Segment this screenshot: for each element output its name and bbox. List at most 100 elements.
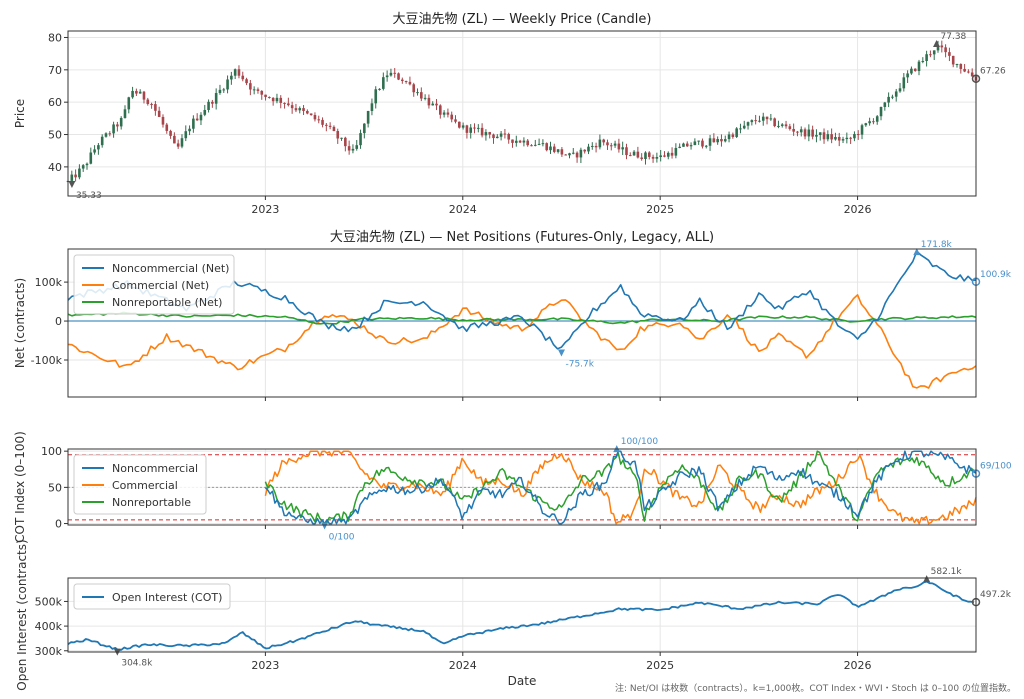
candle-body [613,143,617,146]
candle-body [659,155,662,158]
candle-body [492,134,495,139]
candle-body [788,126,792,129]
candle-body [666,152,670,157]
y-tick-label: 500k [35,595,63,608]
candle-body [970,72,974,77]
candle-body [188,128,191,132]
min-marker [557,349,565,357]
candle-body [313,115,317,120]
candle-body [571,152,575,154]
plot-frame [67,30,977,197]
candle-body [670,152,674,156]
candle-body [465,125,469,133]
legend-item: Open Interest (COT) [112,591,222,604]
candle-body [811,129,814,137]
candle-body [685,143,689,147]
legend-box [73,454,207,515]
candle-body [389,72,393,76]
candle-body [807,129,811,137]
candle-body [697,140,700,142]
candle-body [822,132,826,140]
candle-body [503,133,507,135]
x-tick-label: 2025 [646,203,674,216]
candle-body [499,133,503,137]
candle-body [917,61,921,71]
annotation-label: 69/100 [980,462,1012,472]
candle-body [522,140,526,143]
cot-line-1 [264,450,977,525]
candle-body [473,127,476,129]
candle-body [541,143,545,145]
legend-item: Nonreportable [112,496,191,509]
candle-body [564,154,567,156]
x-tick-label: 2024 [449,203,477,216]
candle-body [325,124,328,126]
candle-body [712,138,716,143]
candle-body [321,119,324,125]
candle-body [533,144,537,146]
candle-body [207,101,210,110]
panel-title: 大豆油先物 (ZL) — Weekly Price (Candle) [393,12,652,27]
candle-body [826,134,830,140]
candle-body [640,157,643,159]
candle-body [758,120,761,122]
candle-body [427,97,431,106]
candle-body [283,102,286,104]
candle-body [332,126,336,132]
candle-body [431,103,435,106]
candles [66,40,978,186]
candle-body [237,69,241,76]
candle-body [81,165,85,169]
candle-body [374,89,378,104]
footnote: 注: Net/OI は枚数（contracts）。k=1,000枚。COT In… [614,684,1016,694]
candle-body [226,79,229,90]
candle-body [477,127,480,129]
candle-body [264,94,267,97]
candle-body [651,156,655,159]
candle-body [579,149,583,158]
candle-body [545,143,548,151]
candle-body [123,109,127,118]
candle-body [761,116,765,121]
candle-body [347,146,351,151]
candle-body [85,163,89,166]
candle-body [704,145,708,147]
y-tick-label: 0 [55,518,62,531]
candle-body [214,93,218,104]
candle-body [537,143,541,145]
y-axis-label: Open Interest (contracts) [15,539,29,690]
candle-body [708,138,712,146]
candle-body [784,124,788,127]
candle-body [408,81,412,85]
candle-body [530,145,533,147]
candle-body [887,96,890,103]
min-marker [68,180,76,188]
candle-body [583,149,586,152]
candle-body [921,60,925,62]
candle-body [119,117,123,127]
candle-body [682,143,685,147]
candle-body [199,114,203,121]
candle-body [925,54,928,61]
candle-body [275,97,279,102]
candle-body [385,75,389,78]
x-tick-label: 2025 [646,659,674,672]
candle-body [169,130,172,136]
candle-body [716,139,719,143]
candle-body [241,75,245,80]
candle-body [754,120,757,122]
candle-body [211,101,214,104]
candle-body [108,133,112,135]
candle-body [138,91,142,94]
y-tick-label: 60 [48,96,62,109]
candle-body [841,139,845,141]
candle-body [112,124,115,134]
candle-body [940,45,944,48]
candle-body [161,116,165,125]
candle-body [598,139,602,148]
oi-line [67,580,975,652]
candle-body [560,149,564,155]
candle-body [484,132,488,136]
candle-body [298,108,302,111]
candle-body [932,50,936,55]
